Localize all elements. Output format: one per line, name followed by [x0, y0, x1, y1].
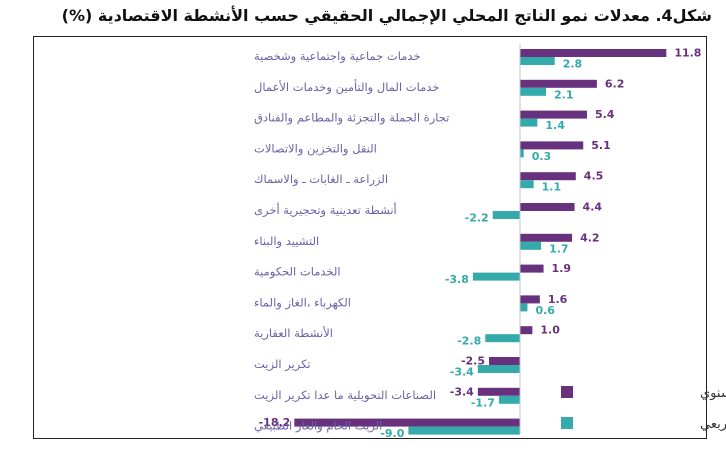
bar-annual — [520, 79, 597, 88]
data-label-quarterly: -2.2 — [465, 212, 489, 225]
data-label-annual: -3.4 — [450, 385, 474, 398]
category-label: أنشطة تعدينية وتحجيرية أخرى — [254, 202, 397, 218]
category-label: النقل والتخزين والاتصالات — [254, 141, 377, 156]
category-label: الأنشطة العقارية — [254, 326, 333, 341]
data-label-annual: -18.2 — [259, 416, 291, 429]
bar-quarterly — [520, 180, 534, 189]
bar-annual — [520, 264, 544, 273]
data-label-quarterly: -3.4 — [450, 366, 474, 379]
legend-swatch-quarterly — [561, 417, 573, 429]
bar-annual — [477, 387, 520, 396]
category-label: الزراعة ـ الغابات ـ والاسماك — [254, 172, 388, 187]
data-label-annual: 11.8 — [674, 47, 701, 60]
legend-label-quarterly: على أساس ربعي — [700, 415, 726, 432]
data-label-quarterly: 0.6 — [535, 304, 555, 317]
data-label-quarterly: -3.8 — [445, 273, 469, 286]
data-label-annual: 5.1 — [591, 139, 611, 152]
data-label-quarterly: -9.0 — [380, 427, 404, 440]
category-label: الزيت الخام والغاز الطبيعي — [254, 419, 382, 434]
bar-annual — [489, 357, 520, 365]
category-label: التشييد والبناء — [254, 234, 319, 249]
data-label-quarterly: 1.7 — [549, 242, 569, 255]
data-label-annual: 1.0 — [540, 324, 560, 337]
data-label-annual: 1.9 — [552, 262, 572, 275]
data-label-quarterly: 2.1 — [554, 88, 574, 101]
data-label-annual: 5.4 — [595, 108, 615, 121]
bar-quarterly — [498, 395, 520, 404]
data-label-quarterly: 1.4 — [545, 119, 565, 132]
bar-annual — [520, 141, 584, 150]
bar-quarterly — [408, 426, 520, 435]
category-label: تجارة الجملة والتجزئة والمطاعم والفنادق — [254, 111, 449, 126]
data-label-annual: 1.6 — [548, 293, 568, 306]
bar-annual — [520, 110, 587, 119]
legend-swatch-annual — [561, 386, 573, 398]
data-label-quarterly: 2.8 — [563, 58, 583, 71]
chart-title: شكل4. معدلات نمو الناتج المحلي الإجمالي … — [61, 6, 712, 25]
bar-quarterly — [520, 118, 538, 127]
data-label-quarterly: -1.7 — [471, 396, 495, 409]
bar-annual — [520, 203, 575, 211]
category-label: الصناعات التحويلية ما عدا تكرير الزيت — [254, 388, 436, 403]
category-label: الخدمات الحكومية — [254, 265, 341, 280]
bar-quarterly — [520, 57, 555, 65]
data-label-quarterly: 0.3 — [532, 150, 552, 163]
bar-annual — [520, 172, 576, 181]
category-label: خدمات جماعية واجتماعية وشخصية — [254, 49, 421, 64]
bar-quarterly — [492, 211, 520, 219]
data-label-annual: 4.2 — [580, 231, 600, 244]
data-label-annual: 4.5 — [584, 170, 604, 183]
bar-quarterly — [472, 272, 520, 281]
bar-quarterly — [520, 303, 528, 312]
bar-annual — [520, 233, 573, 242]
data-label-annual: 6.2 — [605, 77, 625, 90]
data-label-annual: -2.5 — [461, 355, 485, 368]
category-label: تكرير الزيت — [254, 357, 311, 372]
data-label-quarterly: 1.1 — [542, 181, 562, 194]
bar-annual — [294, 418, 520, 427]
bar-annual — [520, 49, 667, 57]
legend-label-annual: على أساس سنوي — [700, 384, 726, 401]
data-label-quarterly: -2.8 — [457, 335, 481, 348]
bar-quarterly — [477, 365, 520, 373]
chart-frame — [33, 36, 707, 439]
bar-quarterly — [520, 149, 524, 158]
bar-annual — [520, 326, 533, 335]
category-label: خدمات المال والتأمين وخدمات الأعمال — [254, 79, 439, 95]
bar-quarterly — [520, 241, 542, 250]
category-label: الكهرباء ،الغاز والماء — [254, 295, 351, 310]
bar-quarterly — [520, 87, 547, 96]
bar-quarterly — [485, 334, 520, 343]
data-label-annual: 4.4 — [583, 201, 603, 214]
bar-annual — [520, 295, 540, 304]
